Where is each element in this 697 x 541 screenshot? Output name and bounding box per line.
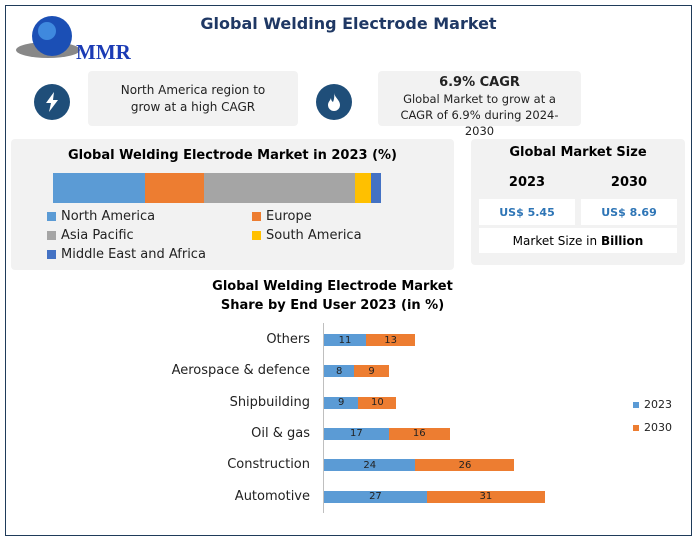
legend-2030: 2030 [633,421,672,434]
bar-2023: 27 [324,490,427,503]
data-label: 9 [337,397,345,409]
market-size-panel: Global Market Size 2023 2030 US$ 5.45 US… [471,139,685,265]
legend-middle-east-africa: Middle East and Africa [47,247,206,262]
end-user-chart-title: Global Welding Electrode Market Share by… [212,279,453,313]
regional-stacked-bar [53,173,381,203]
legend-2023: 2023 [633,398,672,411]
bar-2030: 10 [358,396,397,409]
bar-2023: 8 [324,365,355,378]
svg-text:MMR: MMR [76,40,132,64]
bar-2030: 16 [388,427,450,440]
legend-north-america: North America [47,209,155,224]
frame [5,5,692,536]
lightning-icon [34,84,70,120]
legend-asia-pacific: Asia Pacific [47,228,134,243]
data-label: 9 [368,365,375,377]
value-2030: US$ 8.69 [581,199,677,225]
year-2030: 2030 [610,175,648,190]
bar-2030: 26 [415,459,515,472]
bar-2030: 31 [426,490,545,503]
category-label: Oil & gas [251,425,310,441]
bar-2023: 17 [324,427,389,440]
cagr-text: Global Market to grow at a CAGR of 6.9% … [400,92,559,138]
year-2023: 2023 [508,175,546,190]
data-label: 13 [384,334,398,346]
bar-2023: 11 [324,334,366,346]
data-label: 17 [350,428,363,440]
data-label: 11 [338,334,352,346]
value-2023: US$ 5.45 [479,199,575,225]
legend-europe: Europe [252,209,312,224]
bar-2030: 13 [365,334,416,346]
info-card-north-america: North America region to grow at a high C… [88,71,298,126]
mmr-logo: MMR [16,16,132,64]
data-label: 8 [336,365,343,377]
segment-north-america [53,173,145,203]
category-label: Shipbuilding [229,394,310,410]
data-label: 31 [479,491,493,502]
segment-europe [144,173,204,203]
data-label: 24 [363,459,377,471]
page-title: Global Welding Electrode Market [200,14,497,33]
category-label: Automotive [234,488,310,504]
regional-chart-title: Global Welding Electrode Market in 2023 … [67,148,397,163]
segment-south-america [354,173,372,203]
bar-2023: 9 [324,396,359,409]
market-size-unit: Market Size in Billion [479,228,677,253]
cagr-heading: 6.9% CAGR [439,75,520,90]
category-label: Aerospace & defence [171,363,310,379]
flame-icon [316,84,352,120]
category-label: Construction [227,457,310,473]
segment-middle-east-and-africa [371,173,381,203]
info-card-cagr: 6.9% CAGR Global Market to grow at a CAG… [378,71,581,138]
regional-chart-panel: Global Welding Electrode Market in 2023 … [11,139,454,270]
y-axis-line [323,323,324,513]
data-label: 26 [458,459,472,471]
market-size-title: Global Market Size [509,145,647,160]
data-label: 10 [370,397,384,409]
data-label: 27 [369,491,382,502]
bar-2023: 24 [324,459,416,472]
segment-asia-pacific [203,173,355,203]
category-label: Others [266,332,310,347]
data-label: 16 [412,428,426,440]
bar-2030: 9 [354,365,389,378]
legend-south-america: South America [252,228,362,243]
